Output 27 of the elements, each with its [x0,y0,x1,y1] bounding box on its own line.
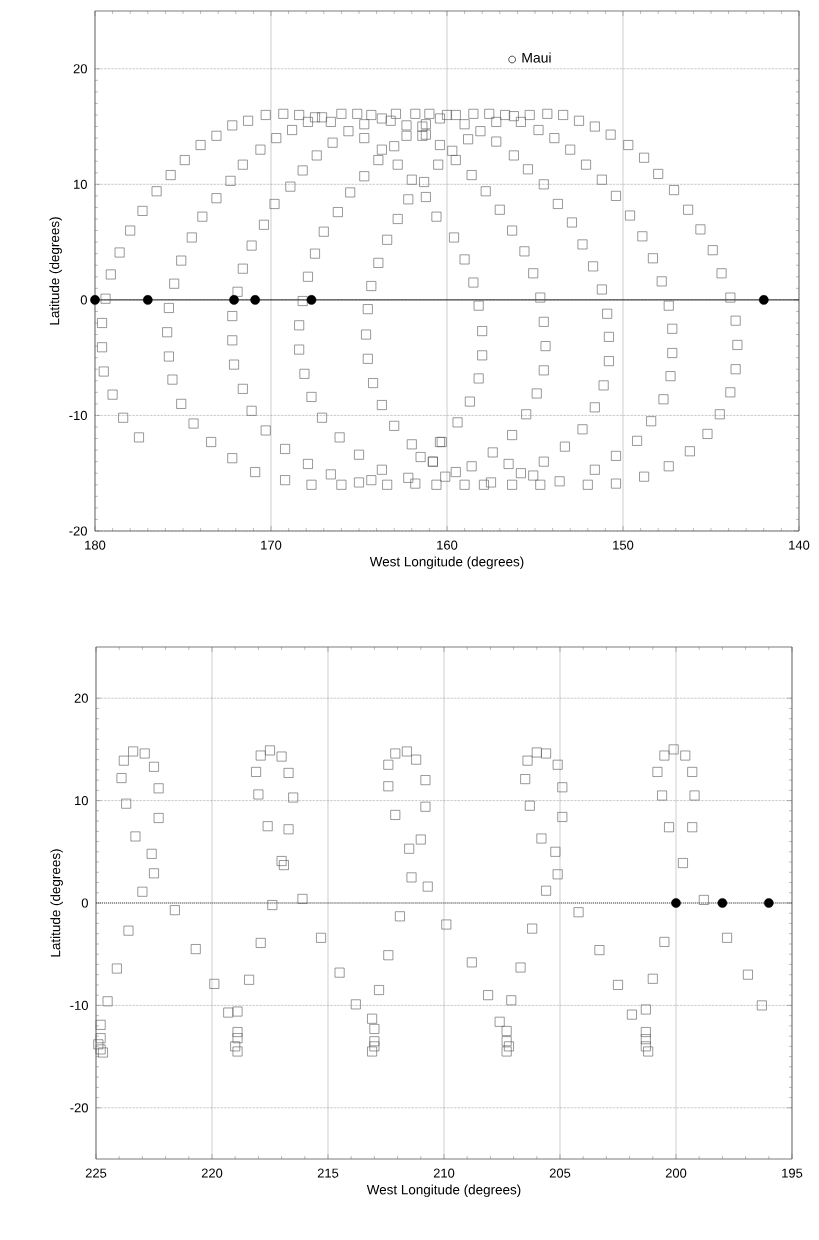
x-axis-title: West Longitude (degrees) [366,1184,521,1198]
y-tick-label: 0 [80,295,87,305]
x-tick-label: 180 [85,540,106,550]
y-tick-label: 20 [74,693,88,703]
x-tick-label: 205 [549,1168,571,1178]
x-tick-label: 140 [789,540,810,550]
y-tick-label: 0 [81,898,88,908]
annotation: Maui [522,52,551,63]
y-tick-label: -10 [69,410,87,421]
x-tick-label: 220 [201,1168,223,1178]
x-tick-label: 210 [433,1168,455,1178]
y-axis-title: Latitude (degrees) [49,217,62,325]
y-tick-label: -10 [70,1000,88,1010]
y-axis-title: Latitude (degrees) [50,849,63,957]
x-axis-title: West Longitude (degrees) [369,556,524,570]
x-tick-label: 160 [437,540,458,550]
x-tick-label: 150 [613,540,634,550]
y-tick-label: -20 [70,1103,88,1113]
x-tick-label: 170 [261,540,282,550]
y-tick-label: 10 [75,796,88,806]
x-tick-label: 225 [85,1168,107,1178]
x-tick-label: 195 [782,1168,803,1178]
y-tick-label: -20 [69,526,87,536]
y-tick-label: 20 [73,64,87,74]
y-tick-label: 10 [74,179,87,189]
x-tick-label: 200 [665,1168,687,1178]
x-tick-label: 215 [317,1168,339,1178]
